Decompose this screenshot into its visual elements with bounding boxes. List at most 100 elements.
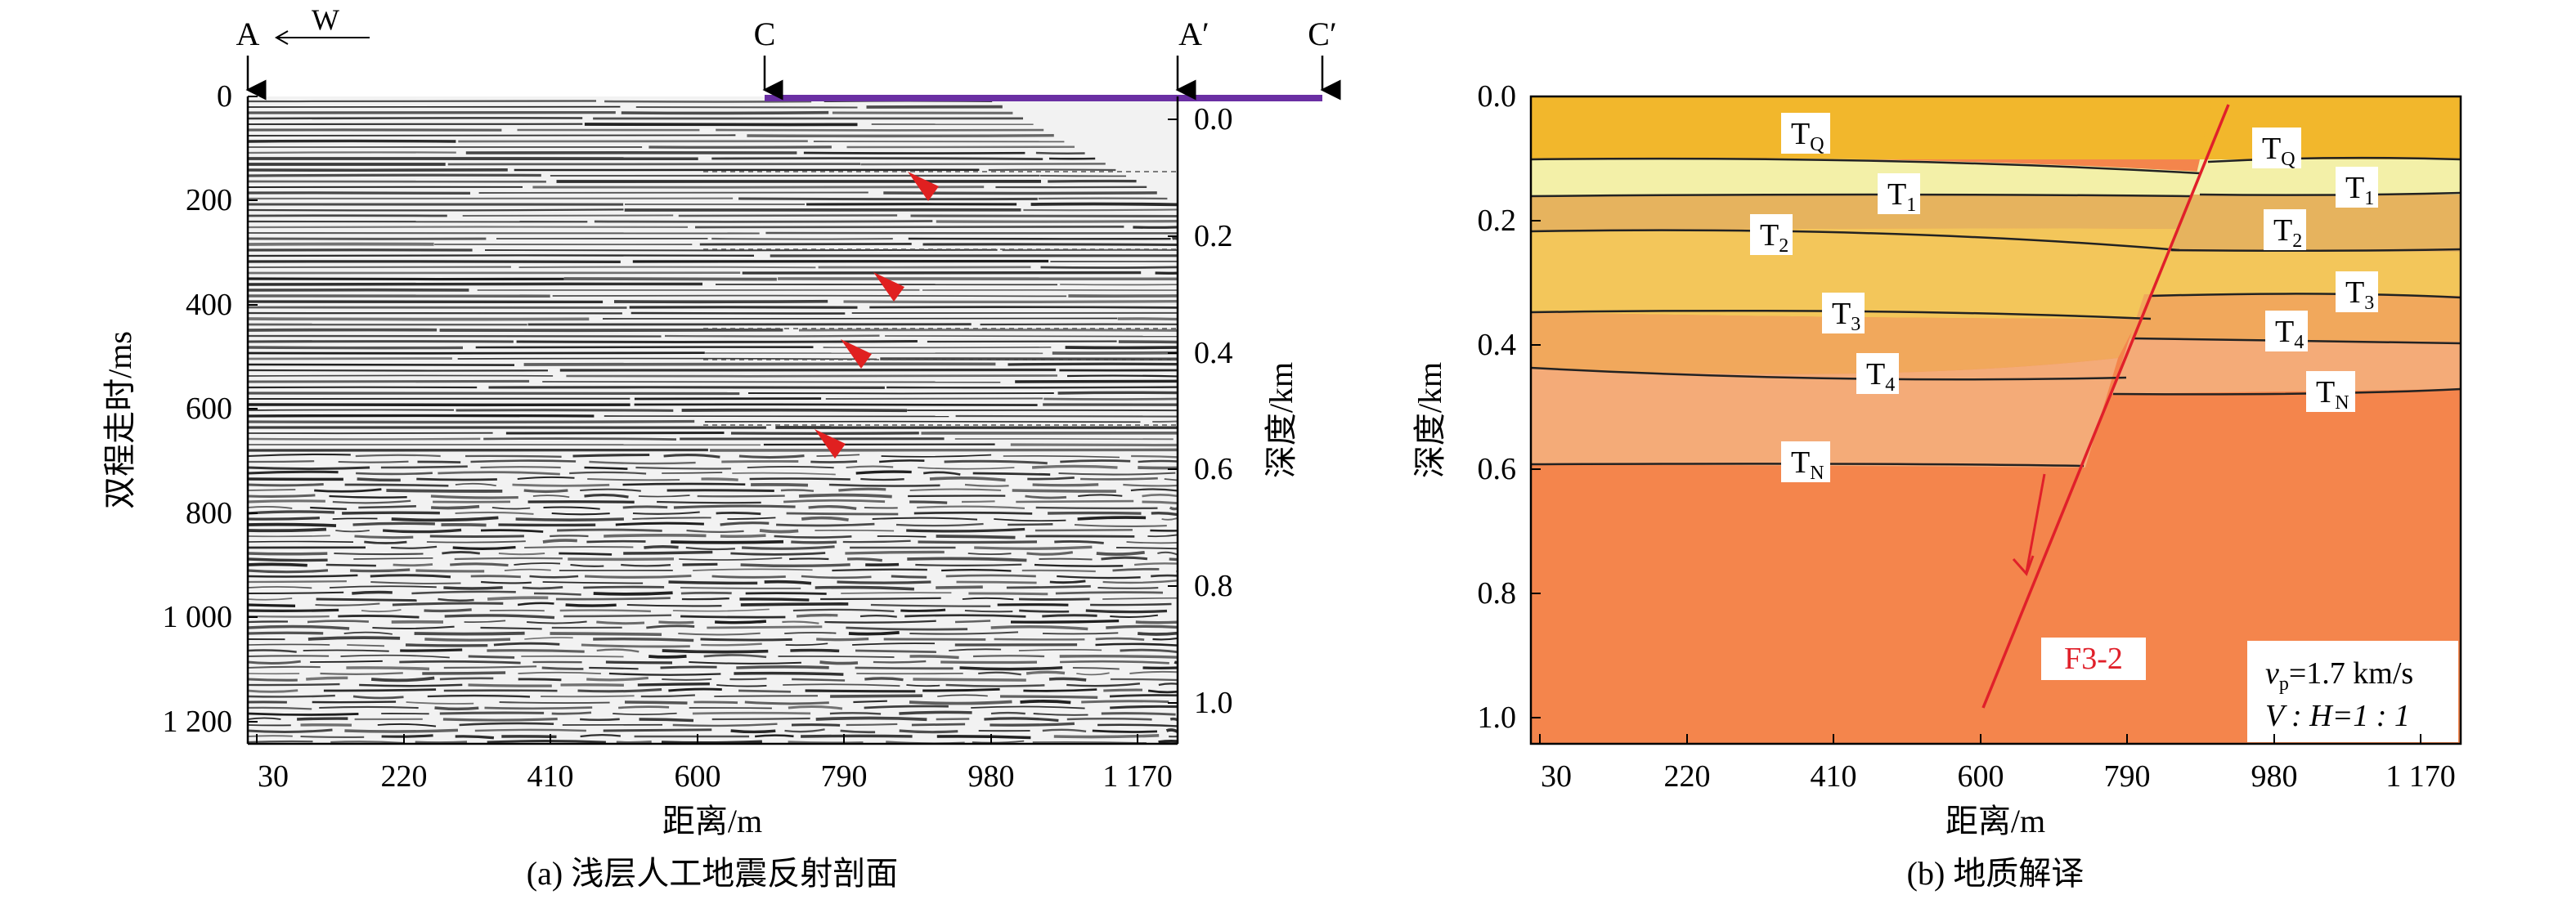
svg-text:TN: TN xyxy=(1791,445,1824,484)
layer-q-left xyxy=(1531,96,2212,159)
horizon-label-tq-left: TQ xyxy=(1781,113,1830,155)
x-tick-label: 220 xyxy=(381,759,428,794)
reflection-marker-4 xyxy=(815,429,846,459)
depth-tick-label: 0.0 xyxy=(1194,102,1233,136)
layer-2-right xyxy=(2169,195,2461,252)
reflection-markers xyxy=(815,172,939,459)
depth-tick-label: 1.0 xyxy=(1194,686,1233,720)
y-tick-label: 0.6 xyxy=(1478,452,1517,486)
slip-arrow-head-icon xyxy=(2012,555,2035,576)
y-tick-label: 600 xyxy=(186,392,232,426)
reflection-marker-1 xyxy=(908,172,939,201)
panel-b-frame xyxy=(1529,95,2462,745)
horizon-label-t2-right: T2 xyxy=(2264,209,2306,252)
horizon-label-t4-right: T4 xyxy=(2265,311,2308,353)
y-axis-label-depth: 深度/km xyxy=(1263,362,1299,478)
svg-text:T1: T1 xyxy=(2345,171,2374,209)
seismic-reflections xyxy=(248,100,1178,744)
marker-a: A xyxy=(236,16,260,52)
y-axis-ticks-depth: 0.0 0.2 0.4 0.6 0.8 1.0 xyxy=(1168,102,1233,720)
x-axis-label: 距离/m xyxy=(662,803,762,839)
marker-a-prime: A′ xyxy=(1178,16,1209,52)
horizon-lines xyxy=(1531,156,2461,468)
y-tick-label: 1.0 xyxy=(1478,700,1517,735)
svg-text:T4: T4 xyxy=(2275,315,2304,353)
horizon-label-t1-left: T1 xyxy=(1878,173,1920,216)
horizon-label-tn-right: TN xyxy=(2306,371,2355,414)
svg-text:T2: T2 xyxy=(1760,218,1788,257)
layer-1-right xyxy=(2192,159,2461,195)
svg-text:TQ: TQ xyxy=(2262,132,2296,170)
horizon-labels-right: TQ T1 T2 T3 T4 TN xyxy=(2252,128,2378,414)
fault-label: F3-2 xyxy=(2041,638,2146,680)
parameter-box: vp=1.7 km/s V : H=1 : 1 xyxy=(2247,641,2458,742)
horizon-label-t1-right: T1 xyxy=(2336,167,2378,209)
caption-b: (b) 地质解译 xyxy=(1907,855,2085,892)
depth-tick-label: 0.4 xyxy=(1194,336,1233,370)
svg-text:T4: T4 xyxy=(1866,357,1895,396)
horizon-label-t3-left: T3 xyxy=(1822,293,1865,335)
y-tick-label: 0.4 xyxy=(1478,328,1517,362)
svg-text:TQ: TQ xyxy=(1791,117,1824,155)
y-axis-label-b: 深度/km xyxy=(1411,362,1448,478)
panel-a: A C A′ C′ W 30 220 410 600 790 980 1 170 xyxy=(101,3,1341,892)
reflection-marker-3 xyxy=(841,339,872,369)
x-tick-label: 30 xyxy=(258,759,289,794)
y-tick-label: 0.8 xyxy=(1478,576,1517,611)
depth-tick-label: 0.2 xyxy=(1194,219,1233,253)
caption-a: (a) 浅层人工地震反射剖面 xyxy=(527,855,898,892)
marker-c: C xyxy=(754,16,776,52)
layer-q-right xyxy=(2200,96,2461,159)
svg-text:F3-2: F3-2 xyxy=(2064,642,2123,676)
y-axis-ticks-time: 0 200 400 600 800 1 000 1 200 xyxy=(163,79,258,739)
x-tick-label: 410 xyxy=(1811,759,1857,794)
y-tick-label: 200 xyxy=(186,183,232,217)
velocity-text: vp=1.7 km/s xyxy=(2265,656,2413,695)
x-tick-label: 220 xyxy=(1664,759,1711,794)
x-tick-label: 790 xyxy=(821,759,868,794)
y-tick-label: 800 xyxy=(186,496,232,530)
x-axis-label-b: 距离/m xyxy=(1945,803,2045,839)
marker-c-prime: C′ xyxy=(1308,16,1336,52)
horizon-label-tq-right: TQ xyxy=(2252,128,2301,170)
x-axis-ticks-a: 30 220 410 600 790 980 1 170 xyxy=(256,734,1173,794)
layer-3-right xyxy=(2144,252,2461,296)
x-tick-label: 980 xyxy=(2251,759,2298,794)
layer-2-left xyxy=(1531,195,2192,231)
direction-label: W xyxy=(312,3,339,36)
horizon-labels-left: TQ T1 T2 T3 T4 TN xyxy=(1750,113,1920,484)
y-axis-label-time: 双程走时/ms xyxy=(101,331,138,509)
x-tick-label: 980 xyxy=(968,759,1015,794)
layer-1-left xyxy=(1531,158,2200,196)
svg-text:T3: T3 xyxy=(2345,275,2374,314)
layer-3-left xyxy=(1531,228,2179,319)
svg-text:T3: T3 xyxy=(1832,297,1860,335)
reflection-marker-2 xyxy=(873,272,904,302)
x-tick-label: 30 xyxy=(1541,759,1572,794)
depth-tick-label: 0.6 xyxy=(1194,452,1233,486)
horizon-label-t3-right: T3 xyxy=(2336,271,2378,314)
layer-n-right xyxy=(2112,338,2461,394)
y-tick-label: 400 xyxy=(186,288,232,322)
layer-n-left xyxy=(1531,358,2118,468)
geology-layers xyxy=(1531,96,2461,744)
fault-line xyxy=(1981,104,2230,709)
slip-arrow xyxy=(2025,473,2046,573)
y-axis-ticks-b: 0.0 0.2 0.4 0.6 0.8 1.0 xyxy=(1478,79,1541,735)
scale-text: V : H=1 : 1 xyxy=(2265,699,2410,733)
y-tick-label: 1 000 xyxy=(163,600,233,634)
depth-tick-label: 0.8 xyxy=(1194,569,1233,603)
y-tick-label: 0 xyxy=(217,79,232,114)
svg-text:TN: TN xyxy=(2316,375,2349,414)
x-tick-label: 790 xyxy=(2104,759,2151,794)
x-axis-ticks-b: 30 220 410 600 790 980 1 170 xyxy=(1539,734,2456,794)
svg-text:T1: T1 xyxy=(1887,177,1916,216)
y-tick-label: 0.2 xyxy=(1478,204,1517,238)
top-markers: A C A′ C′ W xyxy=(236,3,1341,101)
horizon-label-tn-left: TN xyxy=(1781,441,1830,484)
x-tick-label: 1 170 xyxy=(2385,759,2456,794)
layer-4-left xyxy=(1531,312,2138,374)
panel-b: TQ T1 T2 T3 T4 TN xyxy=(1411,79,2462,892)
y-tick-label: 0.0 xyxy=(1478,79,1517,114)
